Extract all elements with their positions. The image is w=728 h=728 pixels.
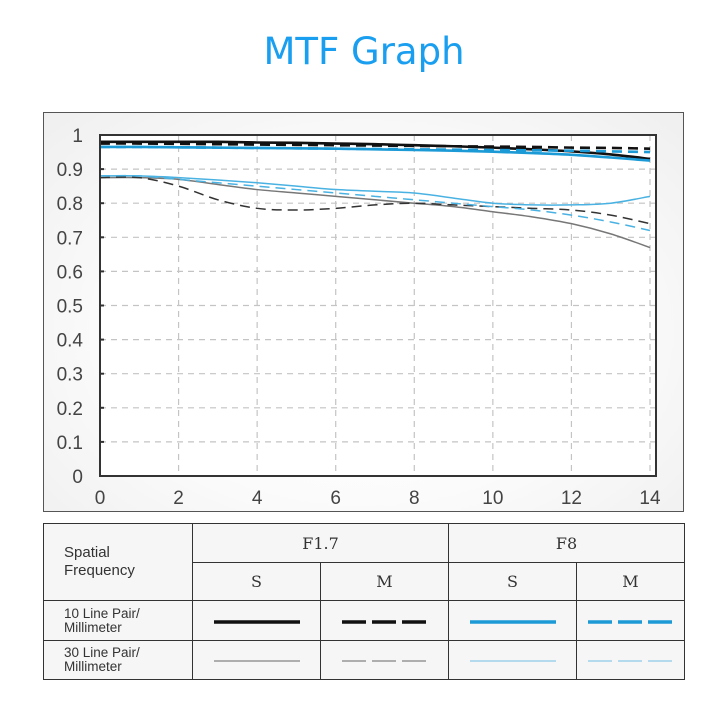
- chart-axes: [99, 134, 657, 477]
- row-label-30lp: 30 Line Pair/ Millimeter: [43, 639, 193, 681]
- swatch-f17-s-30: [192, 639, 321, 681]
- y-tick-label: 0.1: [57, 433, 83, 454]
- row-label-30lp-line2: Millimeter: [64, 658, 122, 674]
- series-line: [99, 176, 651, 249]
- y-tick-label: 0.6: [57, 262, 83, 283]
- f8-meridional-header: M: [576, 562, 685, 602]
- series-line: [99, 140, 651, 161]
- mtf-line-chart: 00.10.20.30.40.50.60.70.80.910 2 4 6 8 10 12 14: [57, 126, 661, 509]
- spatial-frequency-header: Spatial Frequency: [43, 522, 193, 602]
- row-label-10lp: 10 Line Pair/ Millimeter: [43, 600, 193, 641]
- y-tick-label: 0.8: [57, 194, 83, 215]
- y-tick-label: 0.2: [57, 399, 83, 420]
- y-tick-label: 0.3: [57, 365, 83, 386]
- swatch-f17-m-10: [320, 600, 449, 641]
- swatch-f17-s-10: [192, 600, 321, 641]
- swatch-f8-m-30: [576, 639, 685, 681]
- row-label-10lp-line1: 10 Line Pair/: [64, 605, 140, 621]
- swatch-f8-s-30: [448, 639, 577, 681]
- x-tick-label: 2: [173, 488, 184, 509]
- series-line: [99, 175, 651, 206]
- y-tick-label: 0.5: [57, 297, 83, 318]
- y-tick-label: 0.9: [57, 160, 83, 181]
- x-tick-label: 10: [482, 488, 503, 509]
- chart-tick-labels: 00.10.20.30.40.50.60.70.80.910 2 4 6 8 10 12 14: [57, 126, 661, 509]
- swatch-f8-s-10: [448, 600, 577, 641]
- x-tick-label: 4: [252, 488, 263, 509]
- legend-table: Spatial Frequency F1.7 F8 S M S M 10 Lin…: [43, 522, 685, 681]
- aperture-header-f17: F1.7: [192, 522, 449, 564]
- series-line: [99, 174, 651, 232]
- series-line: [99, 142, 651, 150]
- f8-sagittal-header: S: [448, 562, 577, 602]
- swatch-f8-m-10: [576, 600, 685, 641]
- x-tick-label: 0: [95, 488, 106, 509]
- chart-series: [99, 140, 651, 249]
- x-tick-label: 14: [639, 488, 661, 509]
- x-tick-label: 6: [330, 488, 341, 509]
- aperture-header-f8: F8: [448, 522, 685, 564]
- series-line: [99, 145, 651, 154]
- y-tick-label: 1: [72, 126, 83, 147]
- spatial-frequency-label: Spatial Frequency: [64, 544, 135, 580]
- row-label-30lp-line1: 30 Line Pair/: [64, 644, 140, 660]
- y-tick-label: 0.7: [57, 228, 83, 249]
- page-title: MTF Graph: [263, 30, 465, 73]
- y-tick-label: 0.4: [57, 331, 84, 352]
- f17-sagittal-header: S: [192, 562, 321, 602]
- y-tick-label: 0: [72, 467, 83, 488]
- row-label-10lp-line2: Millimeter: [64, 619, 122, 635]
- x-tick-label: 8: [409, 488, 420, 509]
- swatch-f17-m-30: [320, 639, 449, 681]
- x-tick-label: 12: [561, 488, 582, 509]
- series-line: [99, 176, 651, 225]
- chart-grid: [100, 135, 656, 476]
- f17-meridional-header: M: [320, 562, 449, 602]
